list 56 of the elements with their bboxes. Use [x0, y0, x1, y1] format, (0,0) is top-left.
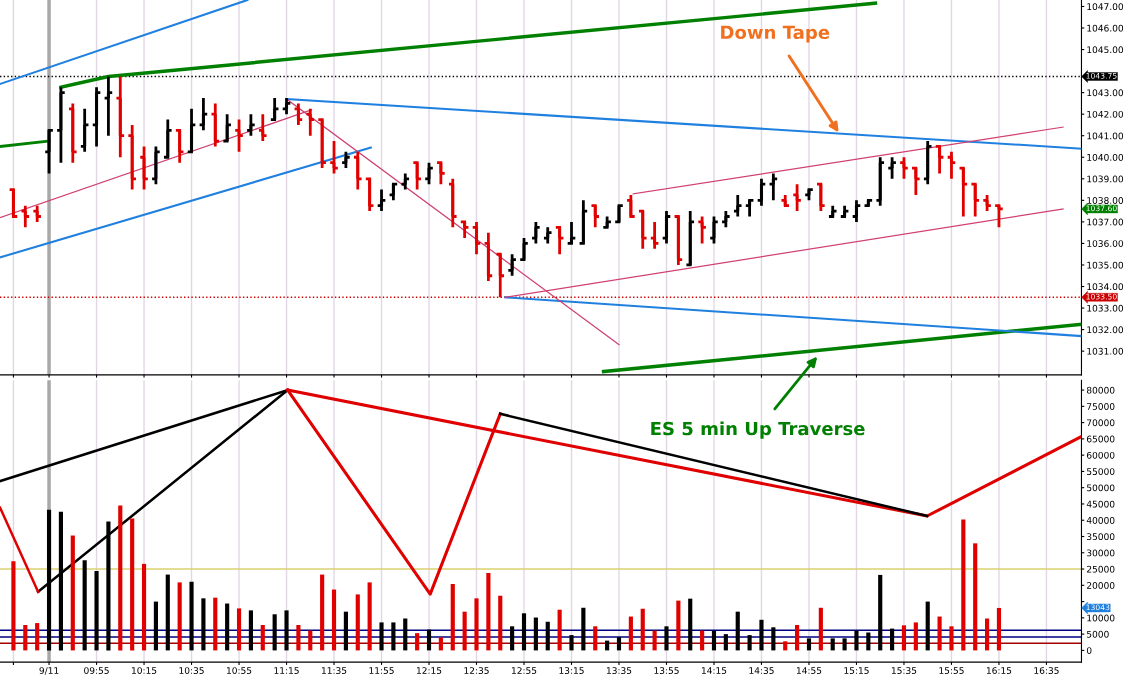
- y-tick-label: 1040.00: [1087, 153, 1124, 161]
- annotation: Down Tape: [721, 25, 830, 43]
- y-tick-label: 1039.00: [1087, 175, 1124, 183]
- x-tick-label: 09:55: [84, 667, 109, 674]
- x-tick-label: 13:35: [606, 667, 632, 674]
- y-tick-label: 55000: [1087, 468, 1115, 475]
- x-tick-label: 10:55: [227, 667, 252, 674]
- y-tick-label: 1032.00: [1087, 326, 1124, 334]
- y-tick-label: 35000: [1087, 533, 1115, 541]
- x-tick-label: 15:15: [844, 667, 869, 674]
- y-tick-label: 60000: [1086, 451, 1115, 459]
- y-tick-label: 10000: [1087, 614, 1115, 622]
- x-tick-label: 11:55: [369, 667, 394, 674]
- y-tick-label: 70000: [1087, 419, 1115, 427]
- y-tick-label: 45000: [1086, 500, 1115, 508]
- x-tick-label: 16:35: [1034, 667, 1059, 674]
- x-tick-label: 16:15: [986, 667, 1012, 674]
- x-tick-label: 13:55: [654, 667, 679, 674]
- y-tick-label: 1045.00: [1087, 46, 1124, 54]
- annotation: ES 5 min Up Traverse: [651, 421, 865, 439]
- y-tick-label: 1036.00: [1087, 240, 1124, 247]
- x-tick-label: 15:35: [891, 667, 917, 674]
- y-tick-label: 50000: [1087, 484, 1115, 492]
- y-tick-label: 1042.00: [1087, 110, 1124, 118]
- y-tick-label: 1031.00: [1087, 347, 1124, 355]
- x-tick-label: 14:55: [796, 667, 822, 674]
- y-tick-label: 80000: [1086, 386, 1115, 394]
- y-tick-label: 40000: [1086, 516, 1115, 524]
- y-tick-label: 1043.00: [1087, 89, 1124, 97]
- y-tick-label: 1046.00: [1087, 24, 1124, 32]
- y-tick-label: 75000: [1087, 403, 1115, 410]
- y-tick-label: 20000: [1086, 582, 1115, 589]
- y-tick-label: 1047.00: [1087, 3, 1124, 11]
- x-tick-label: 12:35: [464, 667, 489, 674]
- y-tick-label: 1037.00: [1087, 218, 1124, 226]
- y-tick-label: 25000: [1086, 565, 1115, 573]
- y-tick-label: 1038.00: [1087, 197, 1124, 204]
- x-tick-label: 10:15: [132, 667, 157, 674]
- y-tick-label: 30000: [1087, 549, 1115, 557]
- x-tick-label: 12:55: [511, 667, 537, 674]
- x-tick-label: 11:15: [274, 667, 299, 674]
- x-tick-label: 15:55: [939, 667, 964, 674]
- x-tick-label: 14:15: [701, 667, 727, 674]
- x-tick-label: 12:15: [417, 667, 442, 674]
- y-tick-label: 0: [1086, 647, 1092, 654]
- y-tick-label: 1041.00: [1087, 132, 1124, 140]
- y-tick-label: 1033.00: [1087, 304, 1124, 312]
- y-tick-label: 1034.00: [1087, 283, 1124, 291]
- x-tick-label: 11:35: [322, 667, 347, 674]
- y-tick-label: 1035.00: [1087, 261, 1124, 269]
- y-tick-label: 5000: [1087, 630, 1109, 638]
- x-tick-label: 9/11: [39, 667, 59, 675]
- y-tick-label: 65000: [1086, 435, 1115, 443]
- x-tick-label: 13:15: [559, 667, 584, 674]
- x-tick-label: 10:35: [179, 667, 204, 674]
- x-tick-label: 14:35: [749, 667, 774, 674]
